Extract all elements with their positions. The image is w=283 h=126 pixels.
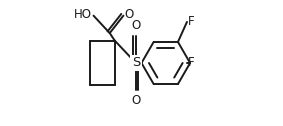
Text: O: O <box>131 93 141 106</box>
Text: F: F <box>188 56 194 70</box>
Text: S: S <box>132 56 140 70</box>
Text: HO: HO <box>74 8 92 21</box>
Text: O: O <box>131 20 141 33</box>
Text: O: O <box>124 8 133 21</box>
Text: F: F <box>188 15 194 28</box>
